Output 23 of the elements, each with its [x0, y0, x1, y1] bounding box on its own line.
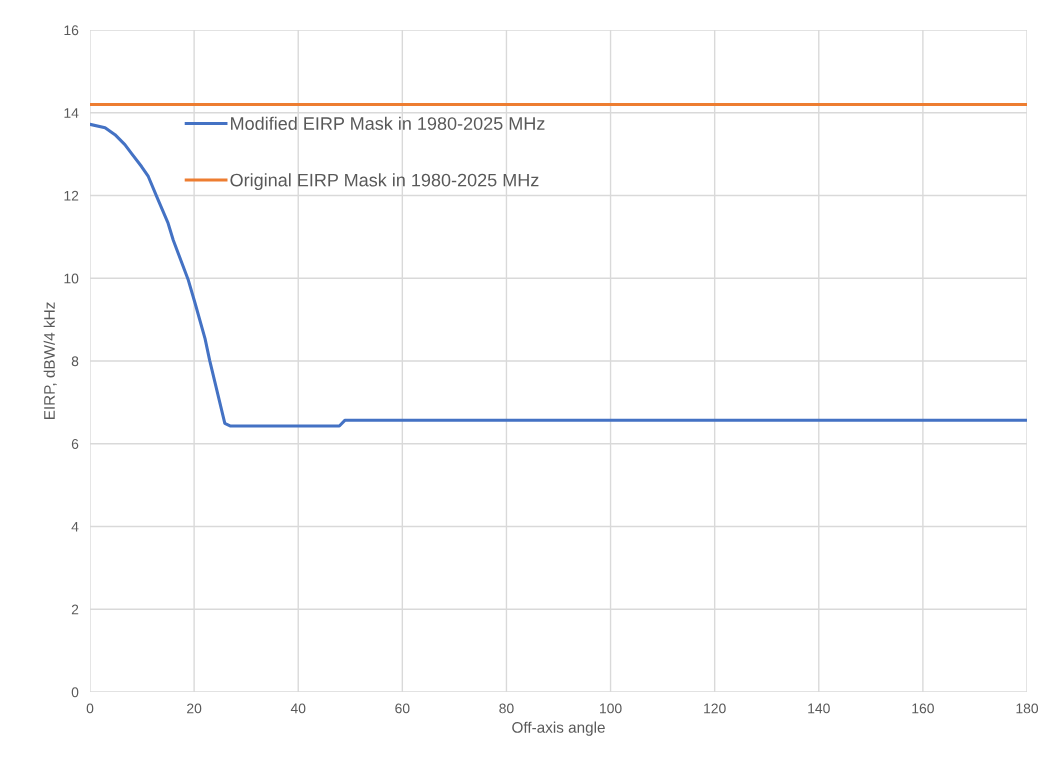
x-tick-label: 100: [600, 703, 622, 714]
y-tick-label: 2: [71, 604, 79, 615]
y-axis-title: EIRP, dBW/4 kHz: [43, 302, 57, 420]
x-tick-label: 20: [187, 703, 202, 714]
legend-label: Modified EIRP Mask in 1980-2025 MHz: [231, 116, 545, 130]
y-tick-label: 4: [71, 521, 79, 532]
y-tick-label: 10: [64, 273, 79, 284]
x-tick-label: 60: [395, 703, 410, 714]
y-tick-label: 16: [64, 25, 79, 36]
x-tick-label: 0: [86, 703, 94, 714]
x-tick-label: 160: [912, 703, 934, 714]
x-tick-label: 140: [808, 703, 830, 714]
x-tick-label: 180: [1016, 703, 1039, 714]
x-axis-title: Off-axis angle: [512, 721, 605, 736]
legend-label: Original EIRP Mask in 1980-2025 MHz: [230, 173, 539, 191]
x-tick-label: 120: [704, 703, 726, 714]
y-tick-label: 12: [64, 190, 79, 201]
y-tick-label: 8: [71, 356, 79, 367]
y-tick-label: 0: [71, 687, 79, 698]
y-tick-label: 6: [71, 439, 79, 449]
x-tick-label: 40: [290, 703, 306, 714]
y-tick-label: 14: [64, 108, 79, 118]
x-tick-label: 80: [499, 703, 514, 714]
